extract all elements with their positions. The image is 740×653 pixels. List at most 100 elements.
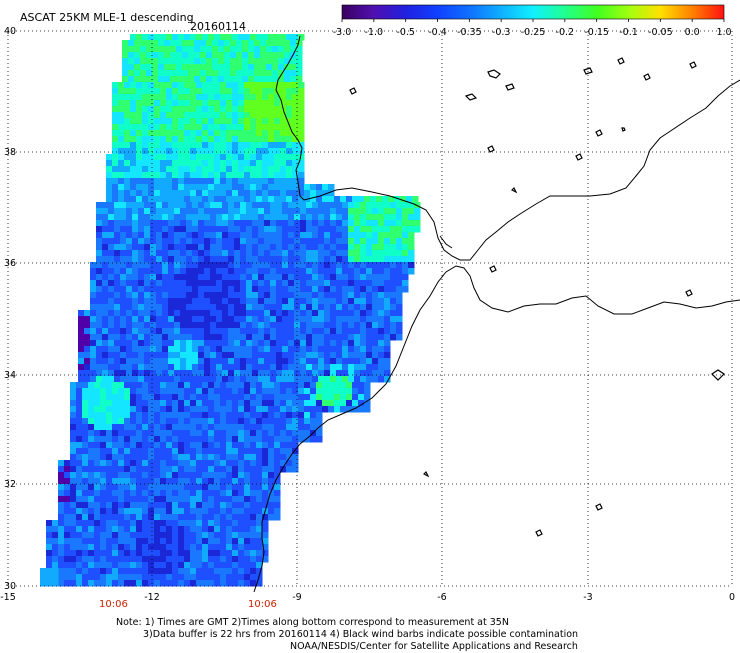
field-cell xyxy=(252,292,259,299)
field-cell xyxy=(354,244,361,251)
field-cell xyxy=(180,232,187,239)
field-cell xyxy=(328,184,335,191)
field-cell xyxy=(150,322,157,329)
field-cell xyxy=(286,190,293,197)
field-cell xyxy=(202,556,209,563)
field-cell xyxy=(82,526,89,533)
footer-note-3: NOAA/NESDIS/Center for Satellite Applica… xyxy=(290,641,578,652)
field-cell xyxy=(148,520,155,527)
colorbar-tick-label: -0.5 xyxy=(396,27,415,38)
field-cell xyxy=(160,394,167,401)
field-cell xyxy=(262,196,269,203)
field-cell xyxy=(262,94,269,101)
field-cell xyxy=(216,286,223,293)
field-cell xyxy=(208,466,215,473)
field-cell xyxy=(232,478,239,485)
field-cell xyxy=(130,388,137,395)
field-cell xyxy=(88,418,95,425)
field-cell xyxy=(256,148,263,155)
field-cell xyxy=(378,370,385,377)
field-cell xyxy=(402,232,409,239)
field-cell xyxy=(372,340,379,347)
field-cell xyxy=(134,58,141,65)
field-cell xyxy=(204,370,211,377)
field-cell xyxy=(312,250,319,257)
field-cell xyxy=(360,256,367,263)
field-cell xyxy=(160,520,167,527)
field-cell xyxy=(102,358,109,365)
field-cell xyxy=(250,478,257,485)
field-cell xyxy=(124,538,131,545)
field-cell xyxy=(280,190,287,197)
field-cell xyxy=(282,238,289,245)
field-cell xyxy=(244,418,251,425)
field-cell xyxy=(372,280,379,287)
field-cell xyxy=(262,136,269,143)
field-cell xyxy=(292,388,299,395)
field-cell xyxy=(190,496,197,503)
field-cell xyxy=(260,52,267,59)
field-cell xyxy=(166,556,173,563)
field-cell xyxy=(58,472,65,479)
field-cell xyxy=(272,70,279,77)
field-cell xyxy=(294,262,301,269)
field-cell xyxy=(46,574,53,581)
field-cell xyxy=(166,166,173,173)
field-cell xyxy=(250,472,257,479)
lat-label: 40 xyxy=(4,26,16,37)
field-cell xyxy=(196,34,203,41)
field-cell xyxy=(220,442,227,449)
field-cell xyxy=(190,556,197,563)
field-cell xyxy=(294,250,301,257)
field-cell xyxy=(180,304,187,311)
field-cell xyxy=(234,280,241,287)
field-cell xyxy=(184,442,191,449)
field-cell xyxy=(214,466,221,473)
field-cell xyxy=(132,226,139,233)
field-cell xyxy=(202,562,209,569)
field-cell xyxy=(208,382,215,389)
field-cell xyxy=(214,496,221,503)
field-cell xyxy=(254,58,261,65)
field-cell xyxy=(118,454,125,461)
field-cell xyxy=(366,262,373,269)
field-cell xyxy=(196,442,203,449)
field-cell xyxy=(166,484,173,491)
field-cell xyxy=(112,394,119,401)
field-cell xyxy=(64,484,71,491)
field-cell xyxy=(346,196,353,203)
field-cell xyxy=(124,160,131,167)
field-cell xyxy=(258,220,265,227)
field-cell xyxy=(82,400,89,407)
field-cell xyxy=(82,490,89,497)
field-cell xyxy=(70,496,77,503)
field-cell xyxy=(196,436,203,443)
field-cell xyxy=(126,232,133,239)
field-cell xyxy=(130,184,137,191)
field-cell xyxy=(244,82,251,89)
field-cell xyxy=(214,448,221,455)
field-cell xyxy=(244,142,251,149)
field-cell xyxy=(150,370,157,377)
field-cell xyxy=(238,514,245,521)
field-cell xyxy=(124,88,131,95)
field-cell xyxy=(118,580,125,587)
field-cell xyxy=(208,532,215,539)
field-cell xyxy=(274,478,281,485)
field-cell xyxy=(264,292,271,299)
field-cell xyxy=(76,532,83,539)
field-cell xyxy=(226,466,233,473)
field-cell xyxy=(190,136,197,143)
field-cell xyxy=(120,340,127,347)
field-cell xyxy=(142,424,149,431)
field-cell xyxy=(390,280,397,287)
field-cell xyxy=(202,130,209,137)
field-cell xyxy=(180,298,187,305)
field-cell xyxy=(336,262,343,269)
field-cell xyxy=(136,154,143,161)
field-cell xyxy=(178,490,185,497)
field-cell xyxy=(292,154,299,161)
field-cell xyxy=(220,412,227,419)
field-cell xyxy=(282,220,289,227)
field-cell xyxy=(234,286,241,293)
